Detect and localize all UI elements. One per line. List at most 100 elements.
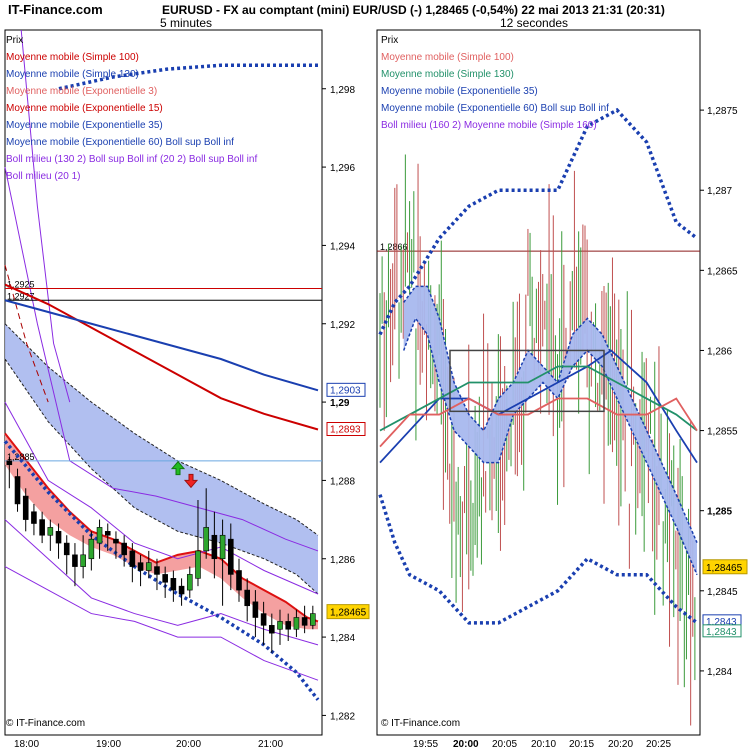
y-tick-label: 1,298 bbox=[330, 85, 355, 96]
candle bbox=[260, 613, 267, 626]
current-price-badge bbox=[326, 604, 370, 620]
bollinger-envelope-line bbox=[4, 166, 319, 552]
candle bbox=[301, 617, 308, 626]
x-tick-label: 18:00 bbox=[14, 739, 39, 750]
level-label: 1,2885 bbox=[7, 452, 35, 462]
legend-entry: Prix bbox=[6, 35, 24, 46]
legend-entry: Moyenne mobile (Simple 100) bbox=[6, 52, 139, 63]
candle bbox=[129, 550, 136, 567]
current-price-label: 1,28465 bbox=[706, 563, 743, 574]
buy-arrow-icon bbox=[170, 460, 186, 476]
legend-entry: Prix bbox=[381, 35, 399, 46]
right-legend: Prix Moyenne mobile (Simple 100) Moyenne m… bbox=[381, 32, 609, 134]
series-line bbox=[4, 283, 319, 431]
axis-badge-label: 1,2843 bbox=[706, 627, 737, 638]
candle bbox=[178, 585, 185, 595]
bollinger-envelope-line bbox=[4, 566, 319, 681]
right-chart-12s[interactable]: 1,2875 1,287 1,2865 1,286 1,2855 1,285 1,2845 1… bbox=[376, 29, 748, 750]
candle bbox=[22, 495, 29, 520]
legend-entry: Moyenne mobile (Simple 130) bbox=[381, 69, 514, 80]
y-tick-label: 1,287 bbox=[707, 186, 732, 197]
candle bbox=[55, 531, 62, 544]
candle bbox=[162, 574, 168, 583]
x-tick-label: 21:00 bbox=[258, 739, 283, 750]
legend-entry: Boll milieu (160 2) Moyenne mobile (Simp… bbox=[381, 120, 597, 131]
series-line bbox=[379, 349, 698, 464]
y-tick-label: 1,288 bbox=[330, 476, 355, 487]
band-upper-edge bbox=[403, 285, 698, 544]
candle bbox=[244, 589, 250, 607]
legend-entry: Moyenne mobile (Simple 100) bbox=[381, 52, 514, 63]
candle bbox=[104, 531, 111, 536]
range-box bbox=[449, 349, 605, 413]
y-tick-label: 1,284 bbox=[707, 667, 732, 678]
axis-badge bbox=[326, 422, 366, 436]
y-tick-label: 1,292 bbox=[330, 320, 355, 331]
band-lower-edge bbox=[4, 358, 319, 595]
chart-title: EURUSD - FX au comptant (mini) EUR/USD (… bbox=[162, 3, 665, 17]
ema15-line bbox=[4, 432, 319, 623]
x-tick-label: 20:25 bbox=[646, 739, 671, 750]
y-tick-label: 1,2845 bbox=[707, 587, 738, 598]
y-tick-label: 1,2855 bbox=[707, 427, 738, 438]
legend-entry: Boll milieu (20 1) bbox=[6, 171, 81, 182]
legend-entry: Moyenne mobile (Exponentielle 35) bbox=[381, 86, 538, 97]
candle bbox=[154, 566, 160, 575]
series-line bbox=[379, 397, 698, 448]
candle bbox=[80, 554, 86, 567]
bollinger-band-fill bbox=[403, 286, 697, 575]
bollinger-envelope-line bbox=[4, 401, 319, 595]
y-tick-label: 1,286 bbox=[707, 346, 732, 357]
series-line bbox=[4, 299, 319, 392]
y-tick-label: 1,282 bbox=[330, 711, 355, 722]
candle bbox=[252, 601, 259, 618]
left-watermark: © IT-Finance.com bbox=[6, 718, 86, 729]
axis-badge bbox=[702, 624, 742, 638]
series-line bbox=[3, 440, 320, 701]
axis-badge-label: 1,2903 bbox=[330, 385, 361, 396]
candle bbox=[72, 554, 78, 567]
y-tick-label: 1,294 bbox=[330, 241, 355, 252]
bollinger-envelope-line bbox=[20, 29, 71, 403]
x-tick-label: 20:05 bbox=[492, 739, 517, 750]
axis-badge-label: 1,2843 bbox=[706, 617, 737, 628]
level-label: 1,2927 bbox=[7, 291, 35, 301]
series-line bbox=[379, 365, 698, 432]
y-tick-label: 1,2865 bbox=[707, 266, 738, 277]
candle bbox=[121, 542, 127, 556]
candle bbox=[236, 570, 242, 591]
right-watermark: © IT-Finance.com bbox=[381, 718, 461, 729]
bollinger-envelope-line bbox=[4, 519, 319, 646]
candle bbox=[39, 519, 45, 536]
series-line bbox=[378, 107, 699, 336]
x-tick-label: 19:00 bbox=[96, 739, 121, 750]
y-tick-label: 1,29 bbox=[330, 398, 350, 409]
candle bbox=[211, 534, 218, 560]
legend-entry: Moyenne mobile (Exponentielle 60) Boll s… bbox=[381, 103, 609, 114]
current-price-badge bbox=[702, 559, 748, 575]
left-chart-5min[interactable]: 1,298 1,296 1,294 1,292 1,29 1,288 1,286 1,284 1… bbox=[3, 29, 370, 750]
legend-entry: Moyenne mobile (Simple 130) bbox=[6, 69, 139, 80]
candle bbox=[277, 621, 283, 630]
candle bbox=[170, 578, 177, 591]
dashed-envelope bbox=[4, 264, 49, 403]
candle bbox=[227, 538, 234, 575]
y-tick-label: 1,296 bbox=[330, 163, 355, 174]
candle bbox=[6, 460, 13, 466]
candle bbox=[137, 562, 144, 571]
candle bbox=[14, 476, 21, 505]
candle bbox=[96, 527, 103, 544]
candle bbox=[310, 613, 316, 626]
x-tick-label: 20:20 bbox=[608, 739, 633, 750]
x-tick-label: 20:00 bbox=[176, 739, 201, 750]
current-price-label: 1,28465 bbox=[330, 608, 367, 619]
candle bbox=[113, 538, 119, 544]
candle bbox=[285, 621, 292, 630]
candle bbox=[145, 562, 152, 571]
axis-badge-label: 1,2893 bbox=[330, 425, 361, 436]
candle bbox=[195, 550, 201, 579]
y-tick-label: 1,2875 bbox=[707, 106, 738, 117]
candle bbox=[63, 542, 70, 556]
level-label: 1,2866 bbox=[380, 242, 408, 252]
